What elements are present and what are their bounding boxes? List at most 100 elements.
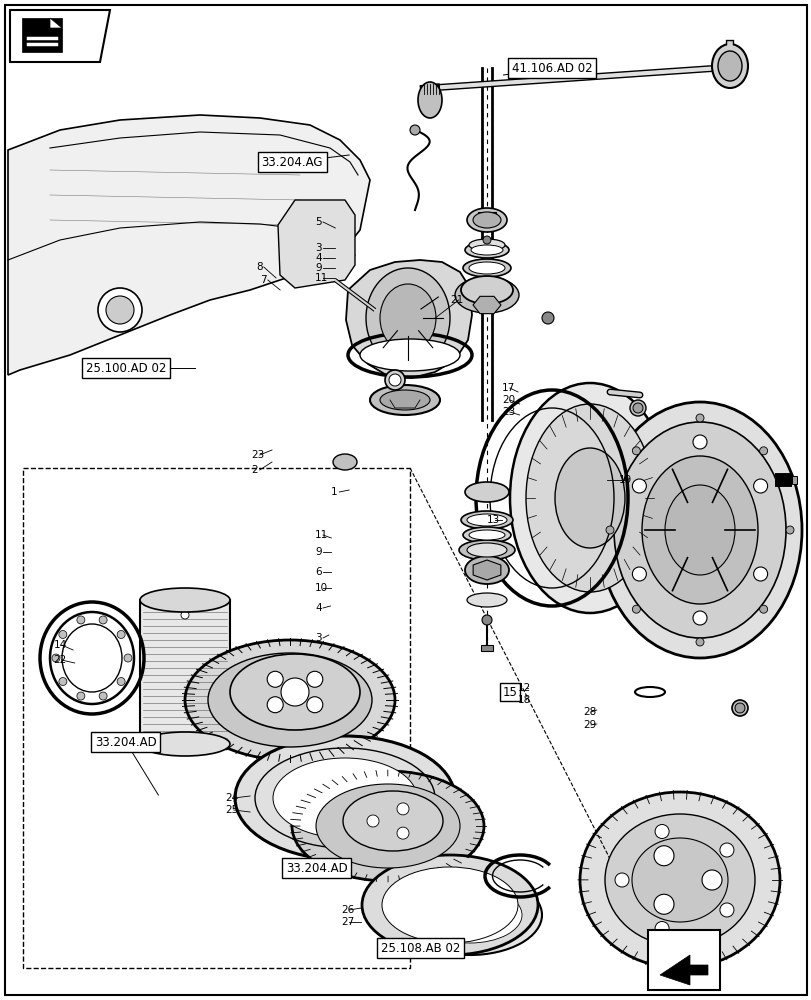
Circle shape bbox=[106, 296, 134, 324]
Circle shape bbox=[59, 630, 67, 638]
Ellipse shape bbox=[664, 485, 734, 575]
Ellipse shape bbox=[418, 82, 441, 118]
Circle shape bbox=[388, 374, 401, 386]
Ellipse shape bbox=[272, 758, 417, 838]
Text: 17: 17 bbox=[501, 383, 514, 393]
Text: 11: 11 bbox=[315, 530, 328, 540]
Circle shape bbox=[692, 435, 706, 449]
Ellipse shape bbox=[461, 511, 513, 529]
Text: 12: 12 bbox=[517, 683, 530, 693]
Bar bbox=[139, 600, 230, 745]
Text: 33.204.AG: 33.204.AG bbox=[261, 155, 323, 168]
Circle shape bbox=[267, 671, 283, 687]
Polygon shape bbox=[659, 955, 707, 985]
Circle shape bbox=[541, 312, 553, 324]
Circle shape bbox=[653, 846, 673, 866]
Circle shape bbox=[77, 692, 85, 700]
Text: 3: 3 bbox=[315, 633, 321, 643]
Ellipse shape bbox=[380, 284, 436, 352]
Circle shape bbox=[695, 414, 703, 422]
Circle shape bbox=[692, 611, 706, 625]
Polygon shape bbox=[345, 260, 471, 378]
Ellipse shape bbox=[454, 277, 518, 313]
Ellipse shape bbox=[466, 514, 506, 526]
Ellipse shape bbox=[613, 422, 785, 638]
Circle shape bbox=[719, 903, 733, 917]
Ellipse shape bbox=[342, 791, 443, 851]
Text: 23: 23 bbox=[501, 407, 514, 417]
Text: 19: 19 bbox=[618, 475, 631, 485]
Circle shape bbox=[117, 678, 125, 686]
Circle shape bbox=[759, 447, 766, 455]
Ellipse shape bbox=[381, 867, 517, 943]
Bar bbox=[647, 930, 719, 990]
Ellipse shape bbox=[466, 543, 506, 557]
Text: 33.204.AD: 33.204.AD bbox=[285, 861, 347, 874]
Ellipse shape bbox=[509, 383, 669, 613]
Circle shape bbox=[654, 922, 668, 936]
Circle shape bbox=[605, 526, 613, 534]
Ellipse shape bbox=[292, 771, 483, 881]
Circle shape bbox=[307, 697, 323, 713]
Circle shape bbox=[633, 403, 642, 413]
Bar bbox=[480, 645, 492, 651]
Text: 26: 26 bbox=[341, 905, 354, 915]
Ellipse shape bbox=[234, 736, 454, 860]
Circle shape bbox=[759, 605, 766, 613]
Text: 10: 10 bbox=[315, 583, 328, 593]
Ellipse shape bbox=[642, 456, 757, 604]
Circle shape bbox=[482, 615, 491, 625]
Bar bbox=[478, 212, 496, 220]
Text: 2: 2 bbox=[251, 465, 258, 475]
Polygon shape bbox=[22, 18, 62, 52]
Ellipse shape bbox=[461, 276, 513, 304]
Text: 25: 25 bbox=[225, 805, 238, 815]
Circle shape bbox=[384, 370, 405, 390]
Text: 1: 1 bbox=[331, 487, 337, 497]
Ellipse shape bbox=[230, 654, 359, 730]
Ellipse shape bbox=[466, 593, 506, 607]
Circle shape bbox=[785, 526, 793, 534]
Text: 29: 29 bbox=[582, 720, 595, 730]
Circle shape bbox=[397, 803, 409, 815]
Ellipse shape bbox=[465, 556, 508, 584]
Text: 4: 4 bbox=[315, 603, 321, 613]
Circle shape bbox=[734, 703, 744, 713]
Ellipse shape bbox=[462, 259, 510, 277]
Circle shape bbox=[654, 824, 668, 838]
Ellipse shape bbox=[554, 448, 624, 548]
Circle shape bbox=[77, 616, 85, 624]
Ellipse shape bbox=[470, 245, 502, 255]
Circle shape bbox=[281, 678, 309, 706]
Text: 3: 3 bbox=[315, 243, 321, 253]
Text: 21: 21 bbox=[450, 295, 463, 305]
Text: 20: 20 bbox=[501, 395, 514, 405]
Circle shape bbox=[367, 815, 379, 827]
Ellipse shape bbox=[333, 454, 357, 470]
Text: 13: 13 bbox=[487, 515, 500, 525]
Circle shape bbox=[632, 567, 646, 581]
Text: 25.108.AB 02: 25.108.AB 02 bbox=[380, 942, 460, 954]
Ellipse shape bbox=[466, 208, 506, 232]
Circle shape bbox=[614, 873, 629, 887]
Text: 41.106.AD 02: 41.106.AD 02 bbox=[511, 62, 592, 75]
Circle shape bbox=[695, 638, 703, 646]
Ellipse shape bbox=[62, 624, 122, 692]
Ellipse shape bbox=[418, 887, 521, 943]
Text: 5: 5 bbox=[315, 217, 321, 227]
Ellipse shape bbox=[711, 44, 747, 88]
Circle shape bbox=[267, 697, 283, 713]
Text: 23: 23 bbox=[251, 450, 264, 460]
Text: 27: 27 bbox=[341, 917, 354, 927]
Circle shape bbox=[632, 479, 646, 493]
Circle shape bbox=[98, 288, 142, 332]
Ellipse shape bbox=[185, 640, 394, 760]
Text: 8: 8 bbox=[255, 262, 262, 272]
Polygon shape bbox=[10, 10, 109, 62]
Circle shape bbox=[307, 671, 323, 687]
Text: 9: 9 bbox=[315, 263, 321, 273]
Ellipse shape bbox=[139, 588, 230, 612]
Circle shape bbox=[99, 692, 107, 700]
Circle shape bbox=[632, 447, 640, 455]
Ellipse shape bbox=[139, 732, 230, 756]
